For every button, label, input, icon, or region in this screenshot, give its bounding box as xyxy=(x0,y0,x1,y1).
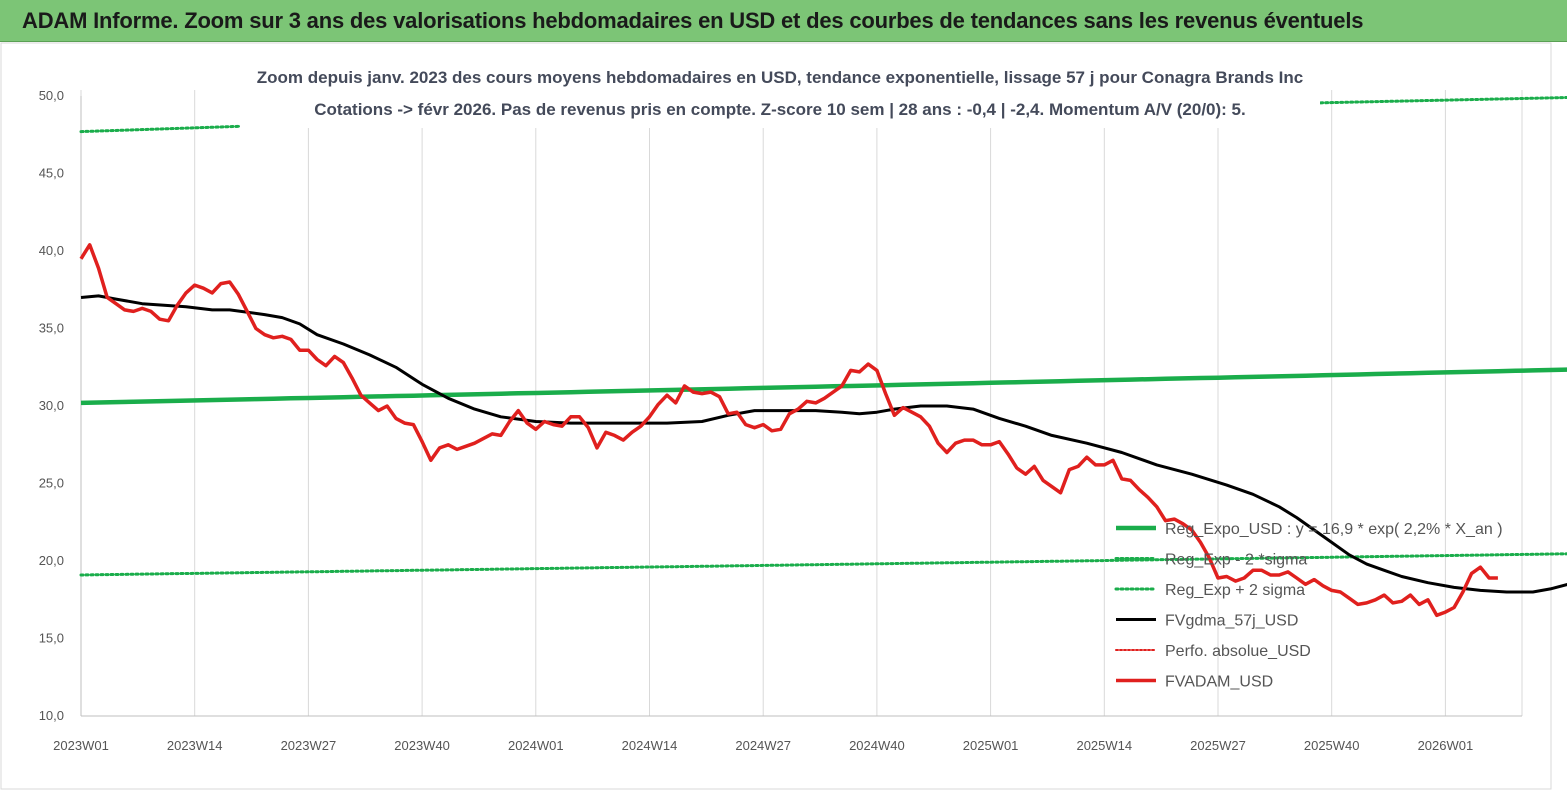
legend-label: FVgdma_57j_USD xyxy=(1165,613,1298,630)
page-title: ADAM Informe. Zoom sur 3 ans des valoris… xyxy=(22,8,1364,33)
y-axis-ticks: 10,0 15,0 20,0 25,0 30,0 35,0 40,0 45,0 50,0 xyxy=(39,88,64,723)
x-tick-label: 2025W27 xyxy=(1190,738,1246,753)
chart-area: 10,0 15,0 20,0 25,0 30,0 35,0 40,0 45,0 50,0 202… xyxy=(0,42,1567,792)
y-tick-label: 15,0 xyxy=(39,631,64,646)
y-tick-label: 25,0 xyxy=(39,476,64,491)
series-reg-exp-minus-2-sigma xyxy=(79,552,1567,577)
y-tick-label: 40,0 xyxy=(39,243,64,258)
chart-legend: Reg_Expo_USD : y = 16,9 * exp( 2,2% * X_… xyxy=(1114,521,1503,691)
x-tick-label: 2026W01 xyxy=(1418,738,1474,753)
legend-label: Reg_Expo_USD : y = 16,9 * exp( 2,2% * X_… xyxy=(1165,521,1503,538)
series-lines xyxy=(79,60,1567,618)
x-tick-label: 2025W01 xyxy=(963,738,1019,753)
x-tick-label: 2024W27 xyxy=(735,738,791,753)
line-chart: 10,0 15,0 20,0 25,0 30,0 35,0 40,0 45,0 50,0 202… xyxy=(0,42,1567,790)
gridlines xyxy=(80,90,1523,717)
chart-subtitle-line1: Zoom depuis janv. 2023 des cours moyens … xyxy=(257,68,1303,87)
legend-label: Reg_Exp + 2 sigma xyxy=(1165,582,1305,599)
y-tick-label: 35,0 xyxy=(39,321,64,336)
subtitle-background xyxy=(240,60,1320,128)
y-tick-label: 20,0 xyxy=(39,553,64,568)
legend-label: Reg_Exp - 2 *sigma xyxy=(1165,552,1307,569)
y-tick-label: 10,0 xyxy=(39,708,64,723)
x-tick-label: 2025W40 xyxy=(1304,738,1360,753)
chart-subtitle-line2: Cotations -> févr 2026. Pas de revenus p… xyxy=(314,100,1245,119)
x-tick-label: 2023W27 xyxy=(281,738,337,753)
y-tick-label: 50,0 xyxy=(39,88,64,103)
y-tick-label: 45,0 xyxy=(39,166,64,181)
title-banner: ADAM Informe. Zoom sur 3 ans des valoris… xyxy=(0,0,1567,42)
x-tick-label: 2024W14 xyxy=(622,738,678,753)
x-tick-label: 2024W40 xyxy=(849,738,905,753)
x-tick-label: 2025W14 xyxy=(1076,738,1132,753)
plot-border xyxy=(0,42,1552,790)
x-axis-ticks: 2023W01 2023W14 2023W27 2023W40 2024W01 2024W… xyxy=(53,738,1473,753)
x-tick-label: 2024W01 xyxy=(508,738,564,753)
legend-label: Perfo. absolue_USD xyxy=(1165,643,1311,660)
x-tick-label: 2023W14 xyxy=(167,738,223,753)
series-fvgdma-57j-usd xyxy=(80,294,1567,594)
y-tick-label: 30,0 xyxy=(39,398,64,413)
x-tick-label: 2023W01 xyxy=(53,738,109,753)
legend-label: FVADAM_USD xyxy=(1165,674,1273,691)
x-tick-label: 2023W40 xyxy=(394,738,450,753)
series-fvadam-usd xyxy=(79,243,1498,618)
